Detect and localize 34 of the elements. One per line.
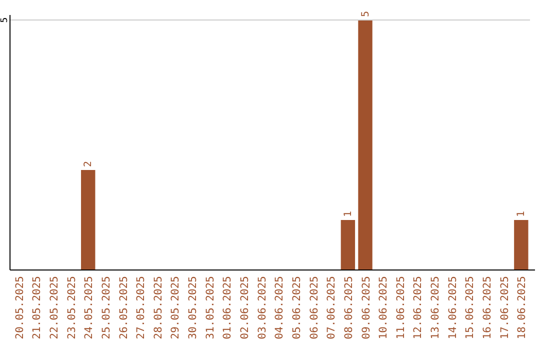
x-tick-label: 29.05.2025 (170, 276, 182, 340)
x-tick-label: 31.05.2025 (204, 276, 216, 340)
x-tick-label: 21.05.2025 (31, 276, 44, 340)
data-label: 5 (360, 10, 372, 17)
x-tick-label: 01.06.2025 (222, 276, 234, 340)
x-tick-label: 15.06.2025 (464, 276, 476, 340)
x-tick-label: 22.05.2025 (48, 276, 60, 340)
x-tick-label: 05.06.2025 (290, 276, 303, 340)
x-tick-label: 25.05.2025 (100, 276, 112, 340)
x-tick-label: 14.06.2025 (446, 276, 459, 340)
x-tick-label: 03.06.2025 (256, 276, 268, 340)
x-tick-label: 13.06.2025 (430, 276, 442, 340)
x-tick-label: 30.05.2025 (187, 276, 200, 340)
data-label: 1 (516, 210, 528, 217)
x-tick-label: 17.06.2025 (498, 276, 511, 340)
x-tick-label: 09.06.2025 (360, 276, 372, 340)
x-tick-label: 24.05.2025 (83, 276, 96, 340)
x-tick-label: 02.06.2025 (239, 276, 252, 340)
x-tick-label: 08.06.2025 (342, 276, 355, 340)
x-tick-label: 20.05.2025 (14, 276, 26, 340)
x-tick-label: 11.06.2025 (394, 276, 407, 340)
x-tick-label: 04.06.2025 (274, 276, 286, 340)
x-tick-label: 10.06.2025 (378, 276, 390, 340)
data-label: 2 (83, 160, 94, 167)
x-tick-label: 28.05.2025 (152, 276, 164, 340)
x-tick-label: 07.06.2025 (326, 276, 338, 340)
x-tick-label: 23.05.2025 (66, 276, 78, 340)
x-tick-label: 06.06.2025 (308, 276, 320, 340)
x-tick-label: 26.05.2025 (118, 276, 130, 340)
data-label: 1 (342, 210, 354, 217)
x-tick-label: 16.06.2025 (482, 276, 494, 340)
x-tick-label: 12.06.2025 (412, 276, 424, 340)
x-tick-label: 18.06.2025 (516, 276, 528, 340)
x-tick-label: 27.05.2025 (135, 276, 148, 340)
